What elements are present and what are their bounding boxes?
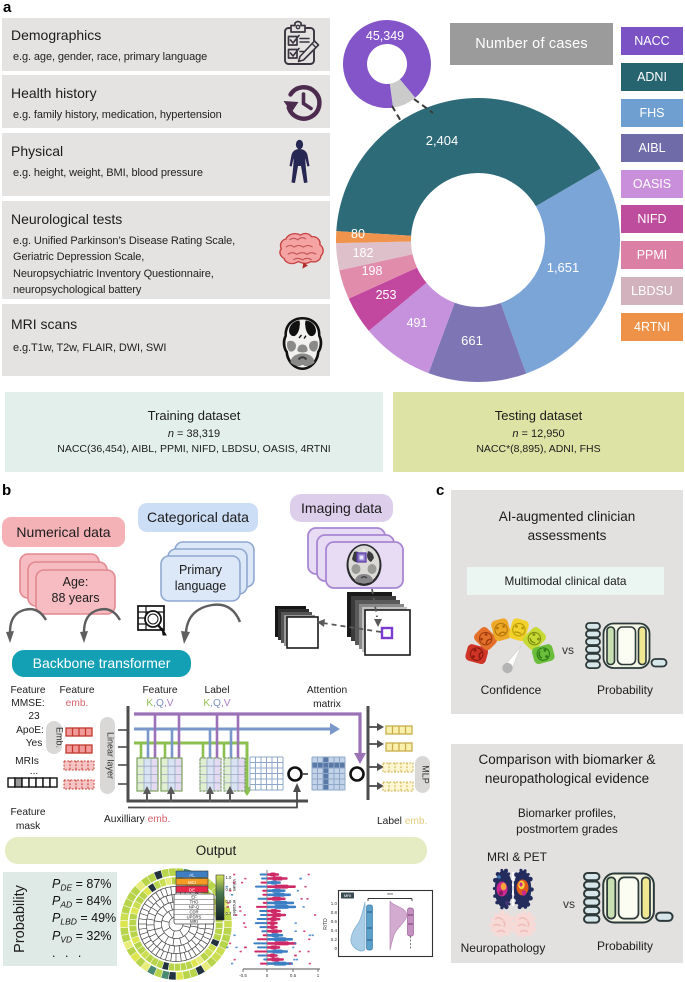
svg-text:0.8: 0.8 <box>331 910 338 915</box>
svg-text:language: language <box>175 579 226 593</box>
svg-text:0: 0 <box>266 973 269 978</box>
svg-text:MMSE:: MMSE: <box>11 698 44 709</box>
svg-text:MLP: MLP <box>421 765 431 784</box>
svg-text:0.7: 0.7 <box>226 911 232 916</box>
svg-text:RiTD: RiTD <box>323 918 329 930</box>
svg-text:0.5: 0.5 <box>290 973 297 978</box>
svg-text:AL: AL <box>189 873 195 878</box>
svg-text:198: 198 <box>362 264 383 278</box>
svg-text:Label emb.: Label emb. <box>377 816 427 827</box>
svg-text:matrix: matrix <box>313 699 341 710</box>
svg-text:661: 661 <box>461 333 483 348</box>
svg-text:mask: mask <box>16 821 41 832</box>
svg-text:Label: Label <box>205 685 230 696</box>
svg-text:Feature: Feature <box>10 685 45 696</box>
svg-text:Feature: Feature <box>59 685 94 696</box>
svg-text:ApoE:: ApoE: <box>16 725 44 736</box>
svg-text:0.8: 0.8 <box>226 899 232 904</box>
svg-text:Attention: Attention <box>307 685 347 696</box>
svg-text:Emb.: Emb. <box>55 727 65 748</box>
svg-text:1.0: 1.0 <box>226 875 232 880</box>
svg-text:Yes: Yes <box>26 738 43 749</box>
svg-text:***: *** <box>387 893 393 899</box>
svg-text:491: 491 <box>407 316 428 330</box>
svg-text:182: 182 <box>353 246 374 260</box>
svg-text:0.6: 0.6 <box>331 919 338 924</box>
svg-text:0: 0 <box>334 946 337 951</box>
svg-text:Linear layer: Linear layer <box>106 732 116 779</box>
svg-text:...: ... <box>30 766 39 777</box>
svg-text:1,651: 1,651 <box>547 260 580 275</box>
svg-text:1.0: 1.0 <box>331 901 338 906</box>
svg-text:K,Q,V: K,Q,V <box>146 698 173 709</box>
svg-text:0.4: 0.4 <box>331 928 338 933</box>
svg-text:Values: Values <box>232 879 237 892</box>
svg-text:DE: DE <box>189 888 195 893</box>
svg-text:88 years: 88 years <box>52 591 100 605</box>
svg-text:NP-Q: NP-Q <box>189 905 200 910</box>
svg-text:Feature: Feature <box>142 685 177 696</box>
svg-text:-0.5: -0.5 <box>239 973 247 978</box>
svg-text:MCI: MCI <box>188 880 196 885</box>
svg-text:CDR: CDR <box>189 910 198 915</box>
svg-text:80: 80 <box>351 227 365 241</box>
svg-text:MRIs: MRIs <box>15 756 39 767</box>
svg-text:Age:: Age: <box>63 575 89 589</box>
svg-text:MRI: MRI <box>344 893 351 898</box>
svg-text:emb.: emb. <box>66 698 89 709</box>
svg-text:Auxilliary emb.: Auxilliary emb. <box>104 814 170 825</box>
svg-text:K,Q,V: K,Q,V <box>203 698 230 709</box>
svg-text:Primary: Primary <box>179 563 223 577</box>
svg-text:UPDRS: UPDRS <box>187 915 202 920</box>
svg-text:MRI: MRI <box>190 919 198 924</box>
svg-text:2,404: 2,404 <box>426 133 459 148</box>
svg-text:45,349: 45,349 <box>366 29 404 43</box>
svg-text:EF: EF <box>191 895 197 900</box>
svg-text:Feature: Feature <box>10 807 45 818</box>
svg-text:253: 253 <box>376 288 397 302</box>
svg-text:0.2: 0.2 <box>331 937 338 942</box>
svg-text:23: 23 <box>28 711 40 722</box>
svg-text:1: 1 <box>317 973 320 978</box>
svg-text:encoded: encoded <box>232 900 237 917</box>
svg-text:0.9: 0.9 <box>226 887 232 892</box>
svg-text:THO: THO <box>190 900 200 905</box>
